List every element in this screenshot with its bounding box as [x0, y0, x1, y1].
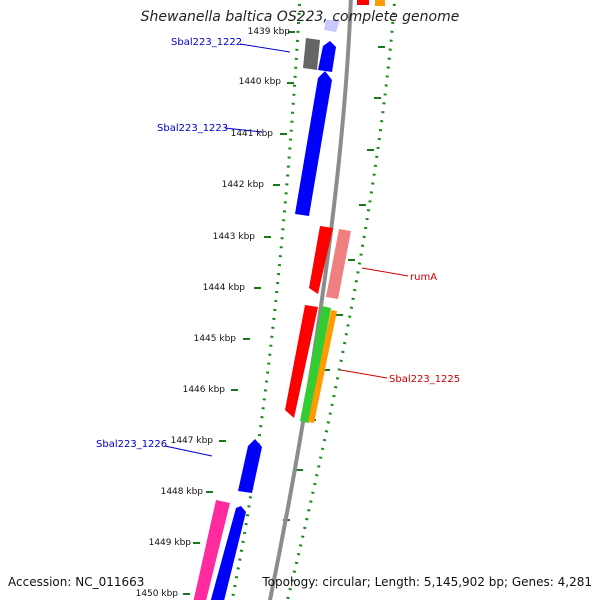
gene-label-rumA: rumA: [410, 272, 437, 283]
gene-label-sbal223-1225: Sbal223_1225: [389, 374, 460, 385]
accession-text: Accession: NC_011663: [8, 575, 145, 589]
tick-label: 1446 kbp: [183, 385, 226, 395]
gene-sbal223-1226: [238, 439, 262, 493]
tick-labels: 1439 kbp 1440 kbp 1441 kbp 1442 kbp 1443…: [136, 27, 291, 599]
gene-sbal223-1222: [318, 41, 336, 72]
gene-rumA: [326, 229, 351, 299]
gene-red-a: [309, 226, 333, 294]
genome-title: Shewanella baltica OS223, complete genom…: [140, 9, 460, 25]
gene-blue-bottom: [210, 506, 246, 600]
top-partial-features: [324, 0, 385, 32]
gene-magenta: [193, 500, 230, 600]
tick-label: 1443 kbp: [213, 232, 256, 242]
inner-tick-ring: [285, 0, 397, 600]
tick-label: 1440 kbp: [239, 77, 282, 87]
tick-label: 1444 kbp: [203, 283, 246, 293]
gene-label-sbal223-1223: Sbal223_1223: [157, 123, 228, 134]
tick-label: 1439 kbp: [248, 27, 291, 37]
tick-label: 1447 kbp: [171, 436, 214, 446]
gene-label-sbal223-1226: Sbal223_1226: [96, 439, 167, 450]
label-leader-lines: [164, 43, 409, 457]
tick-label: 1442 kbp: [222, 180, 265, 190]
gene-grey: [303, 38, 320, 70]
tick-label: 1448 kbp: [161, 487, 204, 497]
outer-tick-marks: [183, 31, 295, 595]
tick-label: 1449 kbp: [149, 538, 192, 548]
gene-sbal223-1225-green: [300, 306, 331, 423]
gene-label-sbal223-1222: Sbal223_1222: [171, 37, 242, 48]
tick-label: 1450 kbp: [136, 589, 179, 599]
gene-sbal223-1223: [295, 71, 332, 216]
gene-labels: Sbal223_1222 Sbal223_1223 rumA Sbal223_1…: [96, 37, 460, 450]
gene-red-b: [285, 305, 318, 418]
genome-backbone: [267, 0, 353, 600]
gene-sbal223-1225-orange: [308, 310, 337, 423]
genome-summary-text: Topology: circular; Length: 5,145,902 bp…: [262, 575, 592, 589]
tick-label: 1445 kbp: [194, 334, 237, 344]
tick-label: 1441 kbp: [231, 129, 274, 139]
